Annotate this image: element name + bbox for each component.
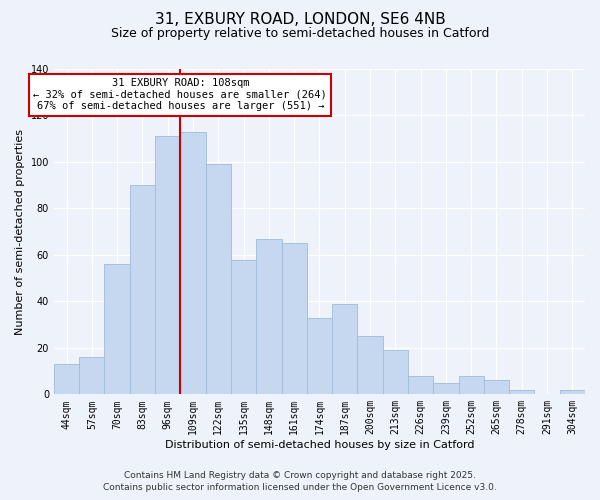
Text: Size of property relative to semi-detached houses in Catford: Size of property relative to semi-detach…	[111, 28, 489, 40]
Bar	[332, 304, 358, 394]
Bar	[104, 264, 130, 394]
Text: 31, EXBURY ROAD, LONDON, SE6 4NB: 31, EXBURY ROAD, LONDON, SE6 4NB	[155, 12, 445, 28]
Bar	[256, 238, 281, 394]
Bar	[358, 336, 383, 394]
X-axis label: Distribution of semi-detached houses by size in Catford: Distribution of semi-detached houses by …	[165, 440, 474, 450]
Bar	[307, 318, 332, 394]
Bar	[206, 164, 231, 394]
Bar	[560, 390, 585, 394]
Bar	[509, 390, 535, 394]
Bar	[458, 376, 484, 394]
Bar	[281, 244, 307, 394]
Bar	[181, 132, 206, 394]
Text: Contains HM Land Registry data © Crown copyright and database right 2025.
Contai: Contains HM Land Registry data © Crown c…	[103, 471, 497, 492]
Bar	[155, 136, 181, 394]
Bar	[231, 260, 256, 394]
Bar	[54, 364, 79, 394]
Text: 31 EXBURY ROAD: 108sqm
← 32% of semi-detached houses are smaller (264)
67% of se: 31 EXBURY ROAD: 108sqm ← 32% of semi-det…	[34, 78, 327, 112]
Bar	[383, 350, 408, 395]
Bar	[130, 185, 155, 394]
Bar	[484, 380, 509, 394]
Y-axis label: Number of semi-detached properties: Number of semi-detached properties	[15, 128, 25, 334]
Bar	[433, 382, 458, 394]
Bar	[79, 357, 104, 395]
Bar	[408, 376, 433, 394]
